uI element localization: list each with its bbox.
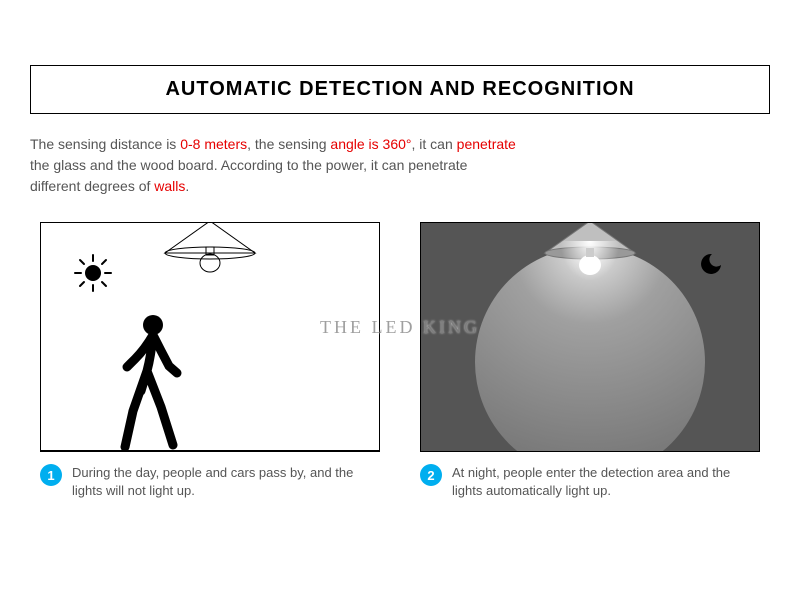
bulb-off-icon [194,245,226,275]
night-caption: At night, people enter the detection are… [452,464,760,500]
moon-icon [701,251,729,279]
title-text: AUTOMATIC DETECTION AND RECOGNITION [165,78,634,100]
desc-distance: 0-8 meters [180,136,247,152]
day-caption-row: 1 During the day, people and cars pass b… [40,464,380,500]
desc-prefix: The sensing distance is [30,136,180,152]
panels-row: 1 During the day, people and cars pass b… [30,222,770,500]
night-panel: 2 At night, people enter the detection a… [420,222,760,500]
day-panel: 1 During the day, people and cars pass b… [40,222,380,500]
badge-1: 1 [40,464,62,486]
desc-mid1: , the sensing [247,136,330,152]
desc-walls: walls [154,178,185,194]
desc-penetrate: penetrate [457,136,516,152]
badge-2: 2 [420,464,442,486]
title-bar: AUTOMATIC DETECTION AND RECOGNITION [30,65,770,114]
day-caption: During the day, people and cars pass by,… [72,464,380,500]
desc-line3a: different degrees of [30,178,154,194]
desc-period: . [185,178,189,194]
description: The sensing distance is 0-8 meters, the … [30,134,770,197]
desc-mid2: , it can [412,136,457,152]
desc-angle: angle is 360° [330,136,411,152]
day-scene [40,222,380,452]
floor-line-day [41,450,379,451]
badge-1-text: 1 [47,468,54,483]
night-caption-row: 2 At night, people enter the detection a… [420,464,760,500]
bulb-on-icon [573,245,607,279]
desc-line2: the glass and the wood board. According … [30,157,467,173]
sun-icon [73,253,113,293]
night-scene [420,222,760,452]
badge-2-text: 2 [427,468,434,483]
person-walking-icon [111,311,191,451]
